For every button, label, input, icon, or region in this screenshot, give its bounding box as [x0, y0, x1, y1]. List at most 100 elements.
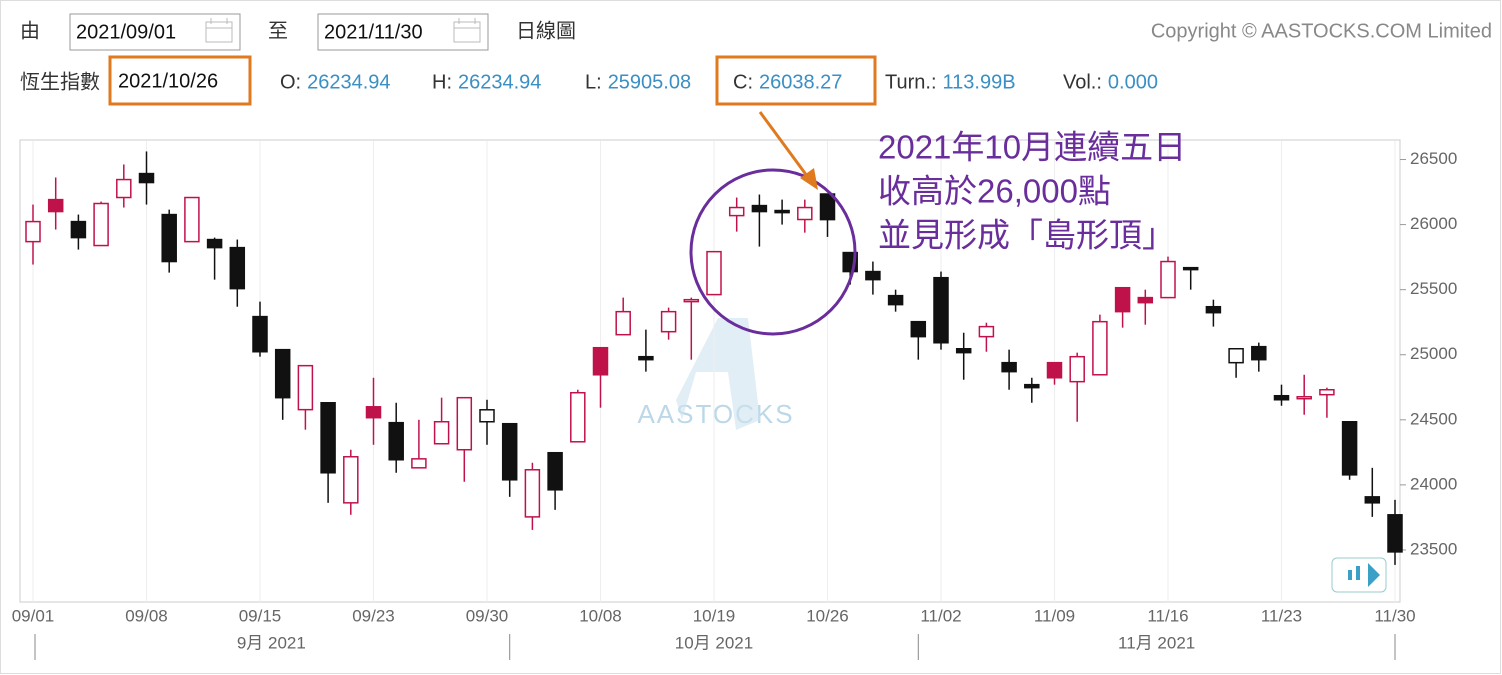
index-name: 恆生指數: [20, 70, 100, 93]
y-tick-label: 25000: [1410, 344, 1457, 363]
arrow: [758, 111, 812, 181]
x-tick-label: 09/15: [239, 606, 282, 625]
from-date: 2021/09/01: [76, 21, 176, 43]
candle-body: [751, 204, 768, 213]
quote-value: 26234.94: [458, 71, 541, 93]
arrow-head: [800, 168, 818, 190]
calendar-icon[interactable]: [205, 18, 233, 43]
candle-body: [229, 246, 246, 290]
candle-body: [706, 250, 722, 296]
from-label: 由: [20, 19, 40, 42]
candle-body: [1069, 355, 1085, 383]
quote-label: C:: [733, 71, 753, 93]
quote-label: H:: [432, 71, 452, 93]
candle-body: [774, 209, 790, 214]
from-input[interactable]: [69, 13, 241, 51]
x-tick-label: 11/02: [920, 606, 961, 625]
quote-value: 26038.27: [759, 71, 842, 93]
candle-body: [1001, 361, 1017, 373]
x-tick-label: 11/30: [1374, 606, 1415, 625]
quote-date: 2021/10/26: [118, 70, 218, 92]
to-date: 2021/11/30: [324, 21, 423, 43]
candle-body: [592, 346, 609, 376]
month-label: 10月 2021: [675, 633, 753, 652]
candle-body: [252, 315, 268, 353]
month-label: 11月 2021: [1118, 633, 1195, 652]
x-tick-label: 11/16: [1147, 606, 1188, 625]
candle-body: [1364, 496, 1381, 504]
candle-body: [1205, 305, 1222, 314]
candle-body: [683, 298, 700, 303]
y-tick-label: 25500: [1410, 279, 1457, 298]
quote-label: O:: [280, 71, 301, 93]
candle-body: [660, 310, 677, 333]
candle-body: [411, 458, 427, 469]
candle-body: [501, 422, 518, 481]
candle-body: [456, 396, 473, 451]
watermark-logo: [676, 318, 760, 430]
candle-body: [184, 196, 200, 243]
y-tick-label: 24500: [1410, 409, 1457, 428]
x-tick-label: 09/23: [352, 606, 395, 625]
candle-body: [1251, 345, 1267, 361]
y-tick-label: 23500: [1410, 539, 1457, 558]
candle-body: [887, 294, 904, 306]
x-tick-label: 11/23: [1261, 606, 1302, 625]
candle-body: [524, 469, 541, 518]
annotation: 收高於26,000點: [878, 173, 1111, 210]
scroll-button[interactable]: [1331, 557, 1387, 593]
candle-body: [25, 220, 41, 243]
highlight-box: [715, 55, 877, 106]
candle-body: [365, 406, 382, 419]
candle-body: [547, 451, 563, 491]
candle-body: [479, 409, 495, 423]
candle-body: [343, 456, 359, 504]
candle-body: [1024, 383, 1040, 389]
candle-body: [433, 421, 450, 445]
chart-kind[interactable]: 日線圖: [516, 19, 576, 42]
y-tick-label: 26500: [1410, 149, 1457, 168]
quote-value: 0.000: [1108, 71, 1158, 93]
candle-body: [819, 193, 836, 221]
candle-body: [1182, 266, 1199, 271]
candle-body: [1387, 514, 1403, 553]
x-tick-label: 09/01: [12, 606, 55, 625]
annotation: 2021年10月連續五日: [878, 129, 1186, 166]
x-tick-label: 10/19: [693, 606, 736, 625]
candle-body: [1137, 296, 1154, 304]
candle-body: [116, 178, 132, 199]
candle-body: [1296, 396, 1312, 400]
annotation: 並見形成「島形頂」: [878, 217, 1175, 254]
candle-body: [47, 198, 64, 213]
candle-body: [933, 276, 949, 344]
candle-body: [865, 270, 881, 281]
x-tick-label: 10/26: [806, 606, 849, 625]
candle-body: [93, 202, 109, 247]
candle-body: [161, 213, 177, 263]
candle-body: [1046, 361, 1063, 379]
candle-body: [1092, 320, 1108, 376]
candle-body: [274, 348, 291, 399]
quote-value: 25905.08: [608, 71, 691, 93]
candle-body: [320, 402, 336, 474]
candle-body: [570, 391, 586, 443]
to-input[interactable]: [317, 13, 489, 51]
candle-body: [1160, 260, 1176, 299]
highlight-box: [108, 55, 252, 106]
highlight-circle: [689, 168, 857, 336]
candle-body: [1273, 394, 1290, 401]
candle-body: [297, 364, 314, 411]
x-tick-label: 09/30: [466, 606, 509, 625]
y-tick-label: 26000: [1410, 214, 1457, 233]
quote-value: 113.99B: [943, 71, 1016, 93]
month-label: 9月 2021: [237, 633, 306, 652]
calendar-icon[interactable]: [453, 18, 481, 43]
candle-body: [797, 206, 813, 221]
candle-body: [70, 220, 87, 239]
x-tick-label: 10/08: [579, 606, 622, 625]
candle-body: [206, 238, 223, 249]
quote-label: Vol.:: [1063, 71, 1102, 93]
quote-value: 26234.94: [307, 71, 390, 93]
